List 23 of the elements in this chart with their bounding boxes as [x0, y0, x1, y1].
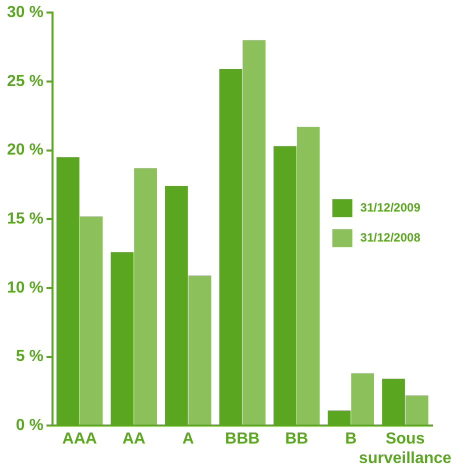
x-tick-label: AA	[122, 430, 146, 448]
legend-label: 31/12/2009	[360, 200, 421, 214]
x-tick-label: B	[345, 430, 357, 448]
y-tick-label: 0 %	[16, 417, 44, 434]
y-tick-label: 30 %	[7, 4, 44, 22]
y-tick-label: 20 %	[7, 142, 44, 159]
x-tick-label: BBB	[225, 430, 260, 448]
bar	[188, 276, 212, 425]
y-tick-label: 15 %	[7, 210, 44, 228]
x-tick-label: A	[182, 430, 194, 448]
y-tick-label: 5 %	[16, 348, 44, 366]
x-tick-label: Sous surveillance	[358, 430, 452, 467]
bar	[405, 395, 428, 425]
bar	[296, 126, 320, 425]
y-tick-label: 25 %	[7, 72, 44, 90]
y-tick-label: 10 %	[7, 279, 44, 296]
bar	[351, 373, 374, 425]
bar	[134, 168, 157, 425]
x-tick-label: BB	[285, 430, 308, 448]
x-tick-label: AAA	[62, 430, 98, 448]
bar	[242, 40, 266, 425]
legend-label: 31/12/2008	[360, 230, 421, 244]
bar	[80, 216, 103, 425]
